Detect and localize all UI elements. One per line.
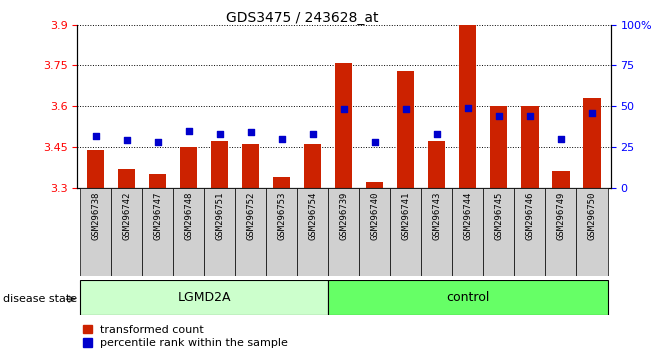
Text: GSM296748: GSM296748 (185, 192, 193, 240)
Bar (242, 144, 260, 188)
Bar (397, 71, 415, 188)
Point (215, 131, 225, 137)
Point (338, 107, 349, 112)
Text: GSM296738: GSM296738 (91, 192, 100, 240)
Text: GSM296747: GSM296747 (153, 192, 162, 240)
Bar (546, 188, 576, 276)
Bar (515, 188, 546, 276)
Text: GSM296749: GSM296749 (556, 192, 566, 240)
Bar (360, 188, 391, 276)
Bar (336, 63, 352, 188)
Point (462, 105, 473, 111)
Bar (521, 106, 539, 188)
Bar (81, 280, 328, 315)
Point (246, 130, 256, 135)
Bar (460, 25, 476, 188)
Point (307, 131, 318, 137)
Bar (483, 188, 515, 276)
Point (556, 136, 566, 142)
Bar (491, 106, 507, 188)
Bar (173, 188, 205, 276)
Bar (211, 142, 228, 188)
Text: GDS3475 / 243628_at: GDS3475 / 243628_at (225, 11, 378, 25)
Point (121, 138, 132, 143)
Bar (428, 142, 446, 188)
Text: GSM296751: GSM296751 (215, 192, 224, 240)
Bar (452, 188, 483, 276)
Text: GSM296752: GSM296752 (246, 192, 256, 240)
Text: GSM296744: GSM296744 (464, 192, 472, 240)
Bar (328, 280, 607, 315)
Bar (81, 188, 111, 276)
Bar (266, 188, 297, 276)
Text: GSM296743: GSM296743 (432, 192, 442, 240)
Text: GSM296750: GSM296750 (588, 192, 597, 240)
Bar (236, 188, 266, 276)
Bar (297, 188, 328, 276)
Bar (111, 188, 142, 276)
Point (525, 113, 535, 119)
Point (276, 136, 287, 142)
Bar (328, 188, 360, 276)
Text: GSM296746: GSM296746 (525, 192, 535, 240)
Point (494, 113, 505, 119)
Point (586, 110, 597, 115)
Text: GSM296739: GSM296739 (340, 192, 348, 240)
Text: disease state: disease state (3, 294, 77, 304)
Bar (205, 188, 236, 276)
Text: GSM296741: GSM296741 (401, 192, 411, 240)
Text: GSM296740: GSM296740 (370, 192, 379, 240)
Bar (142, 188, 173, 276)
Text: LGMD2A: LGMD2A (178, 291, 231, 304)
Point (152, 139, 163, 145)
Bar (118, 169, 136, 188)
Point (431, 131, 442, 137)
Bar (584, 98, 601, 188)
Bar (421, 188, 452, 276)
Text: control: control (446, 291, 490, 304)
Bar (305, 144, 321, 188)
Bar (391, 188, 421, 276)
Bar (552, 171, 570, 188)
Text: GSM296745: GSM296745 (495, 192, 503, 240)
Point (401, 107, 411, 112)
Bar (576, 188, 607, 276)
Text: GSM296753: GSM296753 (277, 192, 287, 240)
Text: GSM296754: GSM296754 (309, 192, 317, 240)
Bar (149, 174, 166, 188)
Bar (366, 182, 383, 188)
Bar (87, 150, 104, 188)
Point (370, 139, 380, 145)
Legend: transformed count, percentile rank within the sample: transformed count, percentile rank withi… (83, 325, 289, 348)
Bar (273, 177, 291, 188)
Text: GSM296742: GSM296742 (122, 192, 132, 240)
Point (183, 128, 194, 133)
Point (91, 133, 101, 138)
Bar (180, 147, 197, 188)
